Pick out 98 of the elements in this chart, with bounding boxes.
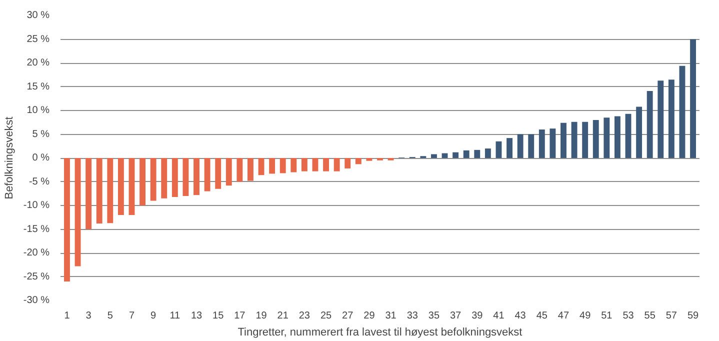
x-tick-label: 29 (364, 310, 376, 322)
bar (204, 158, 210, 192)
bar (668, 80, 674, 158)
y-axis-title: Befolkningsvekst (3, 116, 16, 200)
x-tick-label: 15 (212, 310, 224, 322)
bar (96, 158, 102, 224)
y-tick-label: -20 % (23, 248, 50, 258)
x-tick-label: 19 (256, 310, 268, 322)
bar (215, 158, 222, 189)
bar (107, 158, 114, 224)
bar (484, 148, 491, 158)
x-tick-label: 13 (190, 310, 203, 322)
bar (258, 158, 264, 176)
x-tick-label: 27 (342, 310, 354, 322)
y-tick-label: 0 % (32, 152, 50, 164)
bar (290, 158, 297, 172)
bar (452, 152, 459, 158)
bar (560, 122, 566, 158)
x-tick-label: 53 (622, 310, 634, 322)
bar (150, 158, 156, 201)
x-tick-label: 17 (234, 310, 246, 322)
y-tick-label: 30 % (26, 10, 50, 21)
x-tick-label: 31 (385, 310, 397, 322)
bar (355, 158, 362, 164)
x-tick-label: 1 (64, 310, 70, 322)
y-tick-label: -10 % (23, 200, 50, 211)
bar (636, 106, 642, 158)
x-tick-label: 25 (320, 310, 332, 322)
x-tick-label: 49 (580, 310, 592, 322)
bar (64, 158, 70, 282)
bar (248, 158, 254, 181)
bar (431, 154, 437, 158)
bar (280, 158, 286, 174)
x-tick-label: 51 (601, 310, 613, 322)
x-tick-label: 3 (86, 310, 92, 322)
bar (118, 158, 124, 215)
x-tick-label: 7 (128, 310, 135, 322)
y-tick-label: 25 % (26, 34, 50, 45)
x-axis-title: Tingretter, nummerert fra lavest til høyest befolkningsvekst (238, 326, 522, 338)
bar (571, 122, 578, 158)
x-tick-label: 55 (644, 310, 656, 322)
y-tick-label: 15 % (26, 81, 50, 92)
x-tick-label: 59 (687, 310, 700, 322)
bar (140, 158, 146, 206)
y-tick-label: -5 % (28, 176, 50, 188)
x-tick-label: 37 (450, 310, 462, 322)
x-tick-label: 35 (428, 310, 440, 322)
bar (226, 158, 232, 186)
bar (582, 122, 588, 158)
x-tick-label: 21 (277, 310, 289, 322)
bar (517, 134, 524, 158)
x-tick-label: 33 (406, 310, 418, 322)
bar (550, 128, 556, 158)
bar (334, 158, 340, 172)
y-tick-label: -15 % (23, 224, 50, 235)
bar (86, 158, 92, 230)
bar (128, 158, 135, 215)
bar (236, 158, 243, 182)
bar (74, 158, 81, 266)
x-tick-label: 45 (536, 310, 548, 322)
y-tick-label: 20 % (26, 58, 50, 68)
bar (528, 134, 534, 158)
bar (658, 80, 664, 158)
bar (592, 120, 599, 158)
bar (496, 141, 502, 158)
bar (506, 138, 512, 158)
x-tick-label: 5 (107, 310, 114, 322)
x-tick-label: 41 (493, 310, 505, 322)
bar (172, 158, 178, 197)
y-tick-label: -25 % (23, 271, 50, 282)
bar (679, 66, 686, 158)
y-tick-label: 10 % (26, 105, 50, 116)
y-tick-label: -30 % (23, 295, 50, 306)
x-tick-label: 23 (298, 310, 310, 322)
x-tick-label: 43 (514, 310, 526, 322)
bar (625, 114, 632, 158)
bar (474, 150, 480, 158)
bar (538, 130, 545, 158)
bar (646, 91, 653, 158)
x-tick-label: 39 (472, 310, 484, 322)
x-tick-label: 57 (666, 310, 678, 322)
bar (614, 116, 620, 158)
bar (182, 158, 189, 196)
x-tick-label: 47 (558, 310, 570, 322)
bar (194, 158, 200, 196)
bar (366, 158, 372, 161)
bar (312, 158, 318, 172)
x-tick-label: 9 (150, 310, 157, 322)
bar (269, 158, 276, 174)
y-tick-label: 5 % (32, 128, 50, 140)
bar (604, 118, 610, 158)
bar (690, 39, 696, 158)
bar (323, 158, 329, 172)
x-tick-label: 11 (170, 310, 181, 322)
bar (344, 158, 351, 168)
bar (161, 158, 168, 198)
bar (301, 158, 308, 172)
bar (463, 150, 470, 158)
